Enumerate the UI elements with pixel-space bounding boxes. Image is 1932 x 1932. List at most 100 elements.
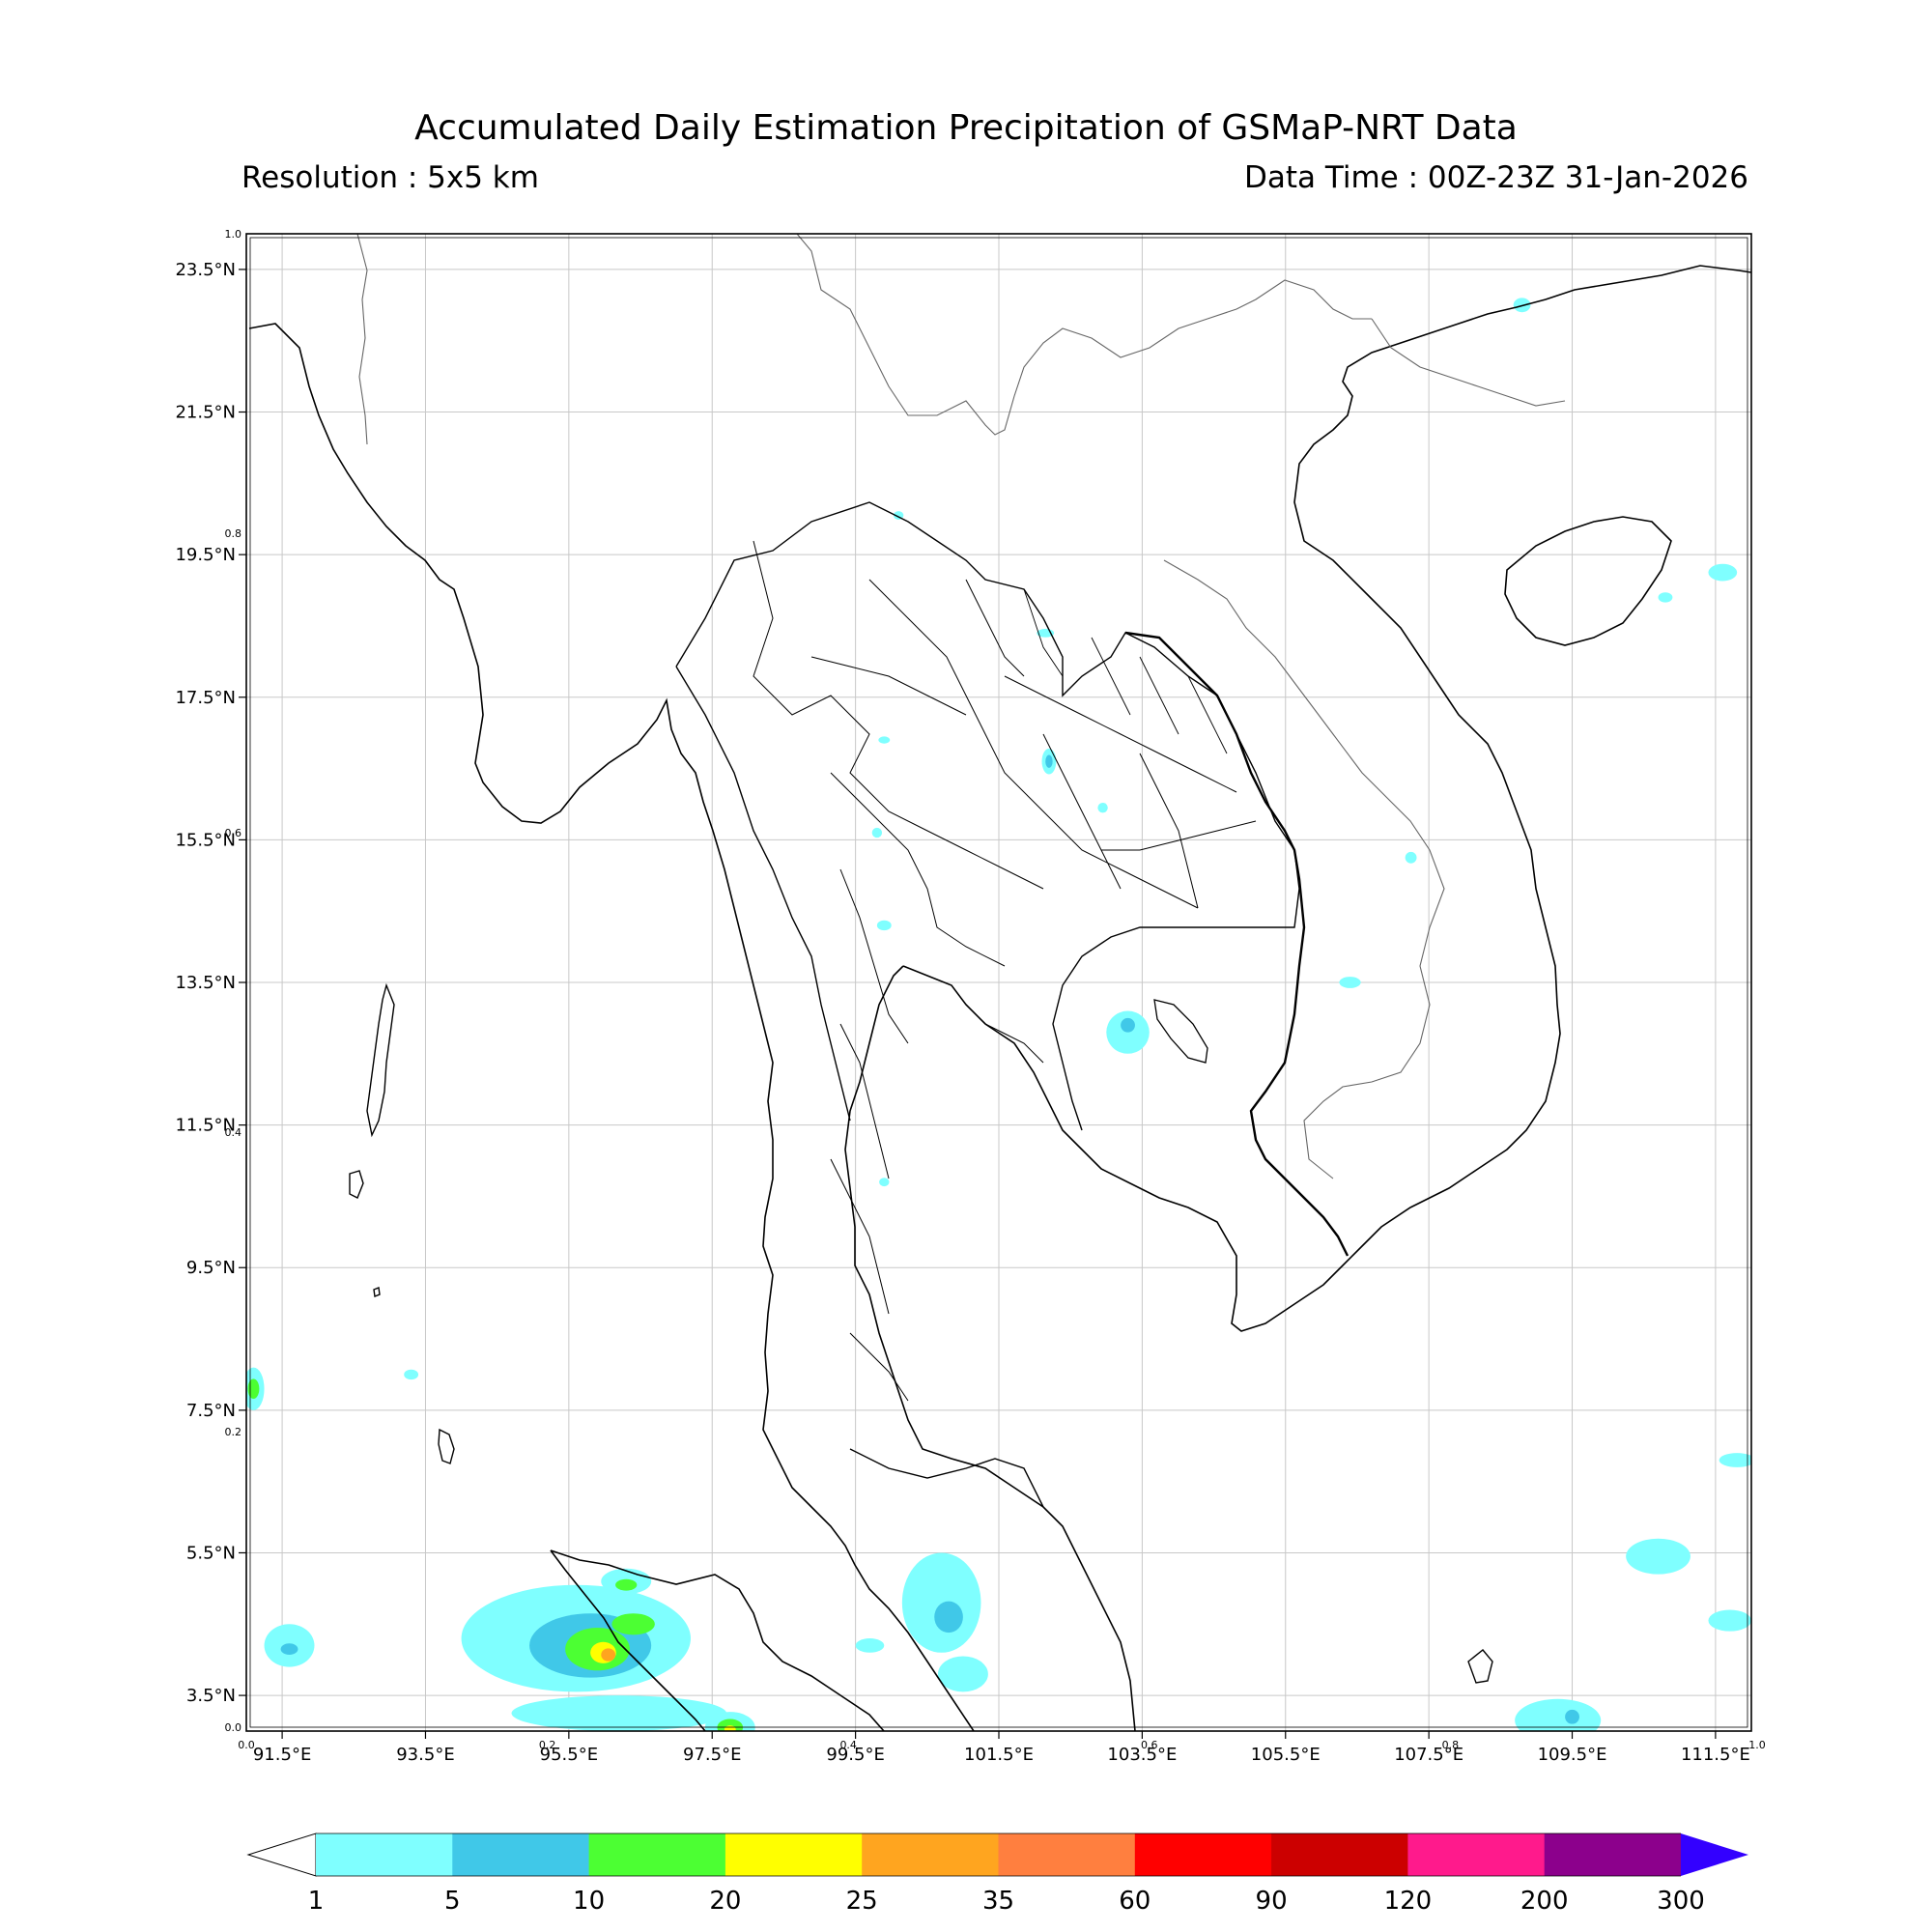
frac-tick-label-y: 0.8	[225, 527, 242, 540]
lon-tick-label: 103.5°E	[1107, 1745, 1177, 1765]
lat-tick-label: 19.5°N	[175, 545, 236, 565]
coastline-car-nicobar	[373, 1287, 381, 1297]
lat-tick-label: 9.5°N	[186, 1258, 236, 1278]
precip-area	[871, 827, 883, 838]
frac-tick-label-y: 1.0	[225, 228, 242, 241]
coastline-gulf-east	[902, 265, 1751, 1332]
colorbar-label: 120	[1384, 1887, 1433, 1916]
mekong-river	[1124, 631, 1350, 1257]
frac-tick-label-x: 1.0	[1748, 1739, 1766, 1751]
precip-area	[937, 1656, 988, 1692]
frac-tick-label-y: 0.4	[225, 1126, 242, 1139]
colorbar-under-arrow	[246, 1833, 317, 1877]
colorbar-segment	[862, 1833, 999, 1876]
laos-provinces	[1023, 588, 1228, 754]
colorbar-segment	[588, 1833, 726, 1876]
lon-tick-label: 93.5°E	[396, 1745, 454, 1765]
precip-area	[1121, 1017, 1135, 1033]
lon-tick-label: 111.5°E	[1681, 1745, 1750, 1765]
coastline-andaman	[366, 982, 395, 1138]
tonle-sap-lake	[1153, 999, 1208, 1064]
frac-tick-label-x: 0.4	[839, 1739, 857, 1751]
colorbar-segment	[1271, 1833, 1408, 1876]
precip-area	[1708, 563, 1738, 582]
resolution-label: Resolution : 5x5 km	[242, 160, 539, 195]
border-myanmar-china	[796, 234, 1372, 436]
colorbar-label: 300	[1657, 1887, 1705, 1916]
precip-area	[611, 1613, 655, 1635]
coastline-natuna	[1467, 1649, 1493, 1684]
coastlines-and-borders	[248, 234, 1751, 1731]
border-laos-vietnam	[1163, 559, 1445, 1179]
colorbar-segment	[1407, 1833, 1546, 1876]
precip-area	[1097, 803, 1108, 813]
colorbar-over-arrow	[1681, 1833, 1748, 1876]
colorbar-label: 90	[1256, 1887, 1288, 1916]
precip-area	[404, 1369, 419, 1380]
colorbar: 1 5 10 20 25 35 60 90 120 200 300	[246, 1833, 1748, 1916]
coastline-gulf-west	[844, 965, 1136, 1731]
map-frame-inner	[249, 237, 1748, 1728]
lat-tick-label: 3.5°N	[186, 1686, 236, 1706]
thailand-provinces	[753, 540, 1257, 1402]
colorbar-label: 60	[1119, 1887, 1151, 1916]
precip-area	[615, 1578, 638, 1591]
precip-area	[855, 1638, 885, 1653]
precip-area	[1719, 1453, 1751, 1467]
precip-area	[1405, 851, 1417, 864]
lon-tick-label: 91.5°E	[253, 1745, 311, 1765]
colorbar-label: 20	[709, 1887, 741, 1916]
map-title: Accumulated Daily Estimation Precipitati…	[414, 108, 1518, 148]
lat-tick-label: 15.5°N	[175, 830, 236, 850]
precip-area	[1515, 1698, 1602, 1731]
border-thailand-malaysia	[849, 1448, 1044, 1508]
precip-area	[879, 1178, 890, 1187]
coastline-hainan	[1504, 516, 1672, 646]
colorbar-label: 35	[982, 1887, 1014, 1916]
lat-tick-label: 13.5°N	[175, 973, 236, 993]
lat-tick-label: 23.5°N	[175, 260, 236, 280]
lon-tick-label: 97.5°E	[683, 1745, 741, 1765]
lat-tick-label: 17.5°N	[175, 688, 236, 708]
precip-area	[876, 920, 892, 931]
precip-area	[247, 1378, 260, 1400]
graticule	[246, 234, 1751, 1731]
lat-tick-label: 11.5°N	[175, 1116, 236, 1136]
colorbar-segment	[1134, 1833, 1272, 1876]
coastline-sumatra-east	[550, 1549, 885, 1731]
precip-area	[901, 1552, 981, 1653]
colorbar-label: 200	[1520, 1887, 1569, 1916]
colorbar-label: 25	[846, 1887, 878, 1916]
precip-area	[1339, 977, 1361, 988]
coastline-great-nicobar	[438, 1428, 455, 1464]
lon-tick-label: 109.5°E	[1538, 1745, 1607, 1765]
precip-area	[934, 1601, 963, 1634]
colorbar-segment	[316, 1833, 453, 1876]
colorbar-segment	[724, 1833, 863, 1876]
lon-tick-label: 107.5°E	[1394, 1745, 1463, 1765]
precip-area	[601, 1648, 616, 1662]
precip-area	[1565, 1709, 1579, 1724]
lon-tick-label: 95.5°E	[540, 1745, 598, 1765]
colorbar-segment	[1544, 1833, 1682, 1876]
colorbar-label: 5	[444, 1887, 461, 1916]
lat-tick-label: 5.5°N	[186, 1543, 236, 1563]
precip-area	[1626, 1538, 1690, 1575]
precip-area	[717, 1719, 744, 1731]
precip-area	[724, 1725, 736, 1731]
precip-area	[1708, 1609, 1751, 1632]
lat-tick-label: 21.5°N	[175, 403, 236, 423]
lon-tick-label: 101.5°E	[964, 1745, 1034, 1765]
colorbar-segment	[452, 1833, 590, 1876]
axis-ticks: 91.5°E 93.5°E 95.5°E 97.5°E 99.5°E 101.5°E 103…	[175, 228, 1765, 1765]
frac-tick-label-x: 0.0	[238, 1739, 255, 1751]
precip-area	[1106, 1010, 1150, 1054]
precip-area	[1658, 592, 1673, 603]
frac-tick-label-x: 0.8	[1442, 1739, 1460, 1751]
border-thailand-myanmar-south	[675, 666, 851, 1122]
coastline-sumatra	[550, 1549, 706, 1731]
frac-tick-label-x: 0.6	[1141, 1739, 1158, 1751]
coastline-west	[248, 323, 975, 1731]
data-time-label: Data Time : 00Z-23Z 31-Jan-2026	[1244, 160, 1748, 195]
lat-tick-label: 7.5°N	[186, 1401, 236, 1421]
